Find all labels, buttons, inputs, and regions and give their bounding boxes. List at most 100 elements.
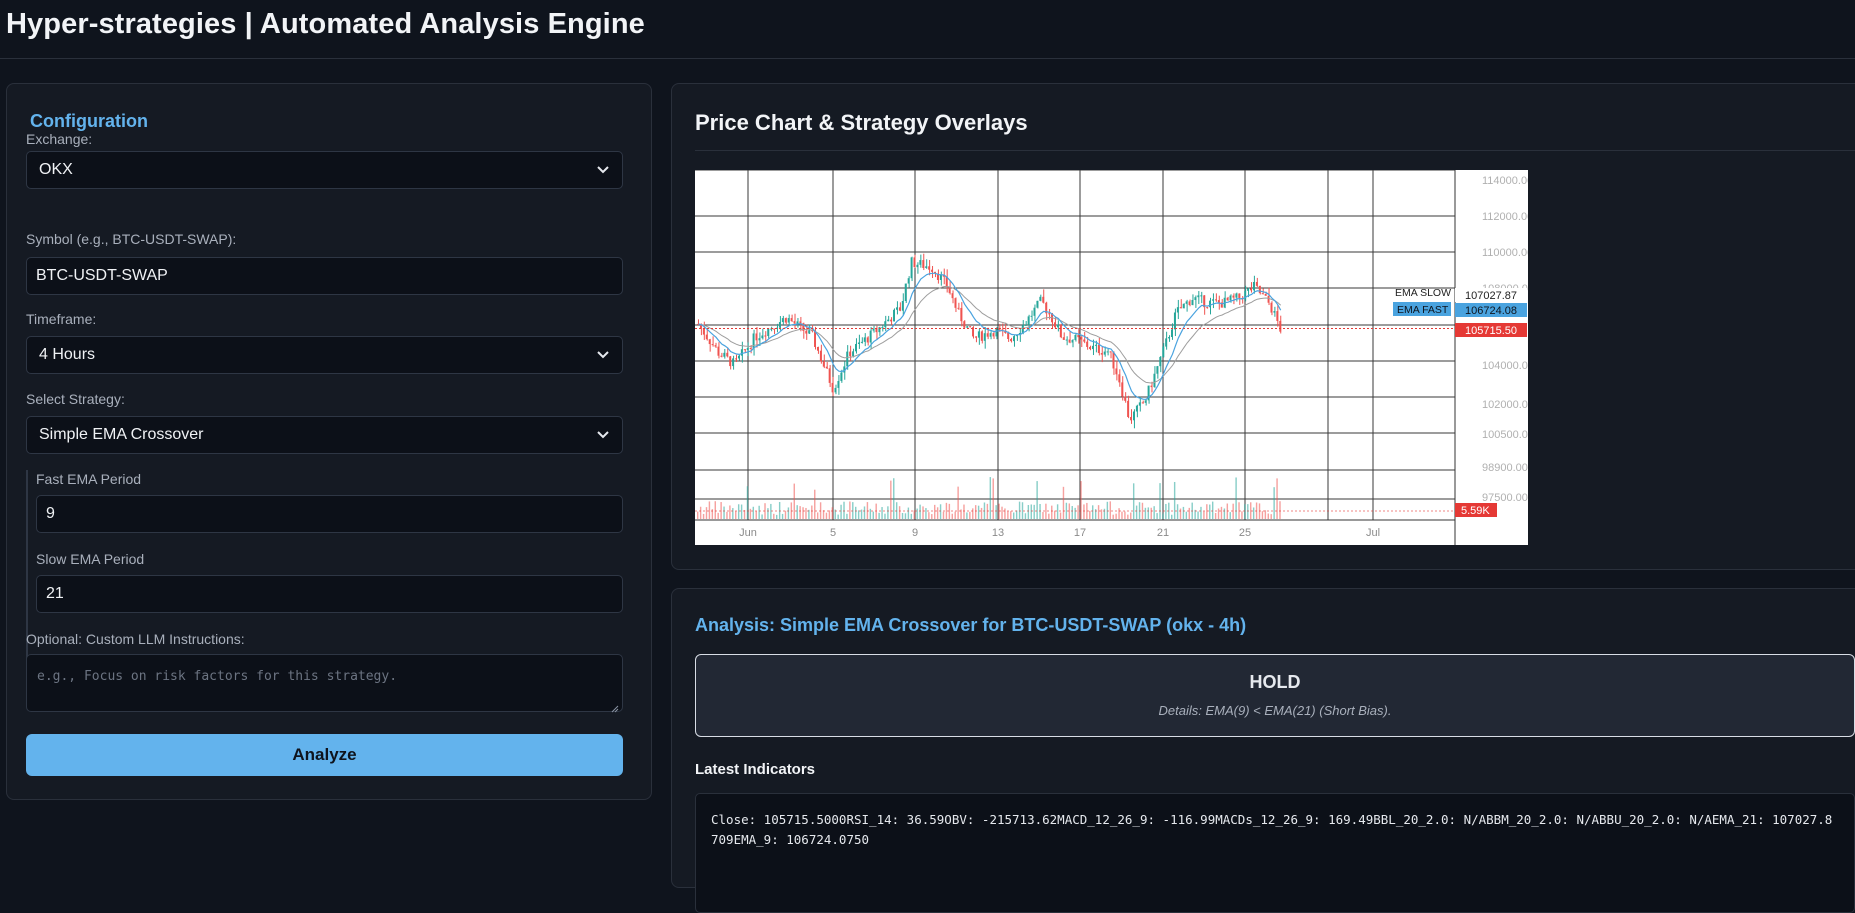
volume-bar [936, 507, 939, 519]
volume-bar [1217, 508, 1220, 519]
price-chart[interactable]: 114000.00112000.00110000.00108000.001040… [695, 169, 1534, 545]
volume-bar [711, 509, 714, 519]
candle [799, 321, 802, 324]
volume-bar [840, 504, 842, 519]
timeframe-select[interactable]: 4 Hours [26, 336, 623, 374]
y-tick-label: 102000.00 [1482, 399, 1528, 411]
candle [1244, 290, 1247, 300]
volume-bar [1162, 513, 1164, 519]
candle [1004, 330, 1007, 333]
resize-handle-icon[interactable] [611, 700, 619, 713]
volume-bar [1071, 506, 1073, 519]
candle [1109, 351, 1112, 353]
candle [752, 333, 755, 349]
candle [904, 283, 907, 302]
x-tick-label: 5 [830, 527, 836, 539]
volume-bar [1159, 483, 1161, 519]
volume-bar [1171, 514, 1173, 519]
candle [755, 333, 758, 341]
volume-bar [960, 509, 962, 519]
volume-bar [1048, 513, 1050, 519]
candle [881, 327, 884, 329]
candle [699, 324, 702, 328]
exchange-select[interactable]: OKX [26, 151, 623, 189]
volume-bar [1112, 514, 1114, 519]
volume-bar [1106, 501, 1109, 519]
volume-bar [1065, 502, 1068, 519]
candle [825, 366, 828, 369]
candle [1056, 324, 1059, 328]
volume-bar [980, 507, 983, 519]
symbol-input[interactable]: BTC-USDT-SWAP [26, 257, 623, 295]
candle [936, 273, 939, 281]
candle [1150, 385, 1153, 388]
candle [1039, 296, 1042, 301]
candle [1015, 335, 1018, 337]
candle [1252, 281, 1255, 291]
candle [890, 319, 893, 322]
strategy-select[interactable]: Simple EMA Crossover [26, 416, 623, 454]
candle [980, 331, 983, 341]
slow-ema-input[interactable]: 21 [36, 575, 623, 613]
volume-bar [1250, 502, 1252, 519]
candle [1156, 366, 1159, 374]
candle [852, 351, 855, 357]
candle [723, 352, 726, 357]
candle [928, 266, 931, 270]
candle [1089, 346, 1092, 350]
llm-instructions-textarea[interactable]: e.g., Focus on risk factors for this str… [26, 654, 623, 713]
candle [934, 271, 936, 274]
candle [1132, 411, 1135, 421]
candle [737, 355, 740, 359]
ema-fast-legend: EMA FAST [1397, 304, 1449, 316]
volume-bar [1267, 513, 1269, 519]
timeframe-value: 4 Hours [39, 346, 96, 363]
candle [708, 339, 711, 345]
x-tick-label: Jun [739, 527, 757, 539]
candle [831, 382, 834, 393]
volume-bar [799, 506, 801, 519]
volume-bar [849, 501, 851, 519]
candle [974, 336, 977, 338]
volume-bar [1127, 514, 1129, 519]
candle [1173, 312, 1176, 330]
volume-bar [1089, 510, 1091, 519]
volume-bar [1200, 506, 1202, 519]
candle [819, 350, 822, 362]
candle [1065, 339, 1068, 341]
volume-bar [1053, 510, 1056, 519]
price-chart-canvas[interactable]: 114000.00112000.00110000.00108000.001040… [695, 169, 1534, 545]
candle [910, 257, 913, 279]
volume-bar [974, 505, 977, 519]
candle [746, 347, 749, 351]
volume-bar [928, 512, 930, 519]
candle [1103, 351, 1106, 355]
candle [869, 330, 872, 343]
candle [1030, 315, 1033, 317]
volume-bar [697, 511, 699, 519]
signal-details: Details: EMA(9) < EMA(21) (Short Bias). [1158, 703, 1392, 718]
volume-bar [1103, 508, 1106, 519]
chevron-down-icon [596, 428, 610, 442]
ema-fast-value: 106724.08 [1465, 305, 1517, 317]
volume-bar [746, 486, 749, 519]
analyze-button[interactable]: Analyze [26, 734, 623, 776]
candle [1171, 329, 1173, 338]
fast-ema-label: Fast EMA Period [36, 471, 142, 487]
candle [816, 346, 819, 351]
volume-bar [1086, 502, 1088, 519]
volume-bar [723, 506, 725, 519]
candle [945, 276, 948, 287]
volume-bar [816, 512, 819, 519]
candle [1127, 400, 1130, 417]
volume-bar [1144, 507, 1147, 519]
candle [898, 307, 901, 311]
candle [954, 298, 957, 308]
strategy-params-group [26, 470, 628, 696]
volume-bar [884, 513, 886, 519]
volume-bar [1018, 501, 1021, 519]
volume-bar [1247, 504, 1249, 519]
candle [875, 328, 878, 333]
volume-bar [1013, 512, 1015, 519]
fast-ema-input[interactable]: 9 [36, 495, 623, 533]
